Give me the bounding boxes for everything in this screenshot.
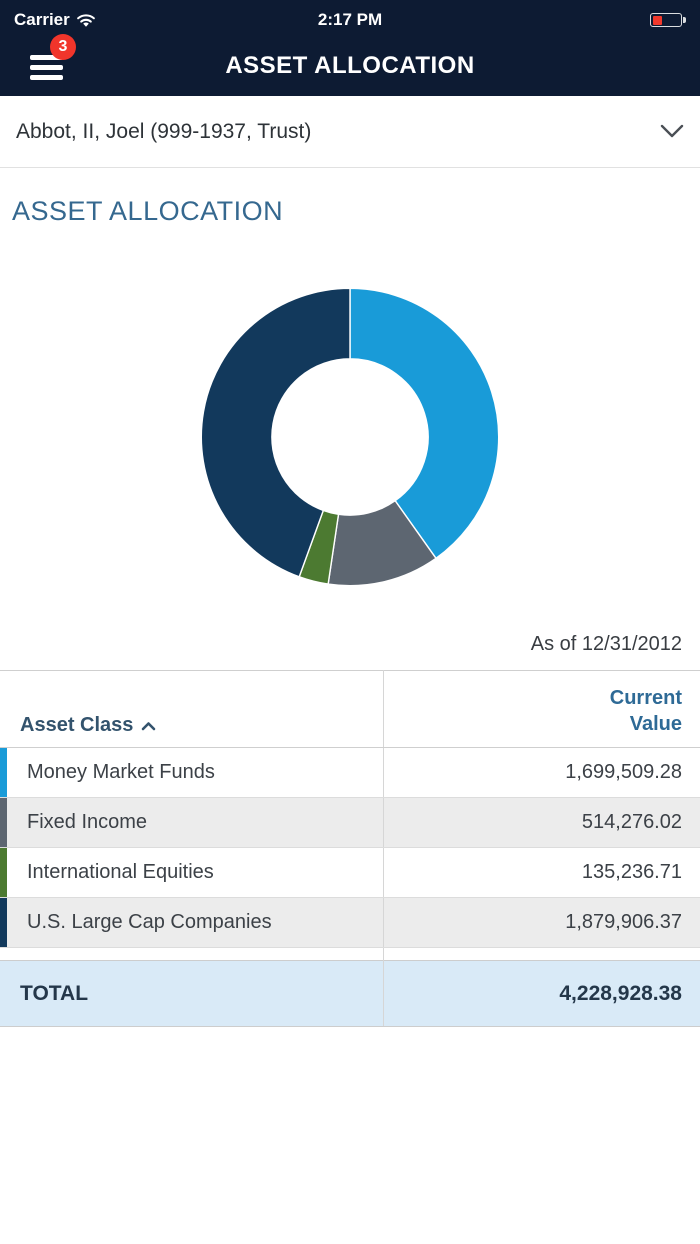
asset-class-cell: Money Market Funds [0, 747, 383, 798]
row-color-bar [0, 798, 7, 847]
table-row[interactable]: U.S. Large Cap Companies 1,879,906.37 [0, 897, 700, 948]
current-value-cell: 514,276.02 [382, 797, 700, 848]
current-value-cell: 1,699,509.28 [382, 747, 700, 798]
account-selector-value: Abbot, II, Joel (999-1937, Trust) [16, 119, 312, 143]
asset-table-body: Money Market Funds 1,699,509.28 Fixed In… [0, 747, 700, 948]
asset-class-label: International Equities [27, 861, 214, 883]
status-bar: Carrier 2:17 PM [0, 0, 700, 36]
asset-class-label: Money Market Funds [27, 761, 215, 783]
battery-icon [650, 13, 686, 27]
current-value-cell: 135,236.71 [382, 847, 700, 898]
chevron-down-icon [660, 124, 684, 138]
donut-segment[interactable] [200, 287, 351, 578]
asset-class-header[interactable]: Asset Class [0, 670, 383, 748]
nav-bar: 3 ASSET ALLOCATION [0, 34, 700, 96]
asset-class-cell: U.S. Large Cap Companies [0, 897, 383, 948]
sort-ascending-icon [142, 722, 156, 731]
carrier-label: Carrier [14, 10, 70, 29]
donut-segment[interactable] [349, 287, 500, 560]
asset-class-cell: Fixed Income [0, 797, 383, 848]
donut-chart[interactable] [190, 277, 510, 597]
asset-class-cell: International Equities [0, 847, 383, 898]
row-color-bar [0, 848, 7, 897]
table-row[interactable]: International Equities 135,236.71 [0, 847, 700, 898]
status-time: 2:17 PM [317, 10, 383, 29]
hamburger-icon [30, 55, 63, 60]
asset-table: Asset Class Current Value Money Market F… [0, 670, 700, 1027]
total-value: 4,228,928.38 [382, 960, 700, 1027]
account-selector[interactable]: Abbot, II, Joel (999-1937, Trust) [0, 96, 700, 168]
app-header: Carrier 2:17 PM 3 ASSET ALLOCATION [0, 0, 700, 96]
total-row: TOTAL 4,228,928.38 [0, 960, 700, 1027]
nav-title: ASSET ALLOCATION [225, 52, 475, 79]
current-value-header[interactable]: Current Value [382, 670, 700, 748]
menu-button[interactable]: 3 [30, 34, 76, 85]
chart-container [0, 277, 700, 597]
as-of-date: As of 12/31/2012 [530, 633, 682, 655]
asset-class-label: U.S. Large Cap Companies [27, 911, 272, 933]
table-row[interactable]: Fixed Income 514,276.02 [0, 797, 700, 848]
row-color-bar [0, 898, 7, 947]
section-title: ASSET ALLOCATION [12, 196, 284, 226]
notification-badge: 3 [50, 34, 76, 60]
wifi-icon [76, 13, 95, 27]
row-color-bar [0, 748, 7, 797]
total-label: TOTAL [0, 960, 383, 1027]
table-gap-row [0, 947, 700, 961]
current-value-cell: 1,879,906.37 [382, 897, 700, 948]
table-header-row: Asset Class Current Value [0, 670, 700, 748]
table-row[interactable]: Money Market Funds 1,699,509.28 [0, 747, 700, 798]
asset-class-label: Fixed Income [27, 811, 148, 833]
